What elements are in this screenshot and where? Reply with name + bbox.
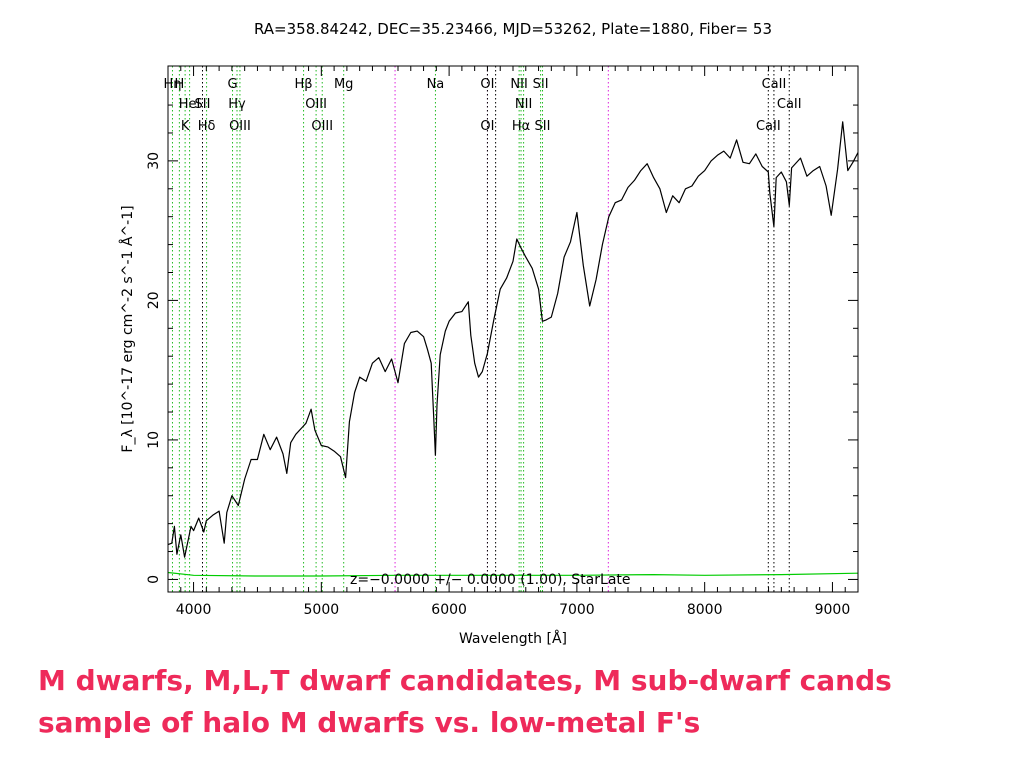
x-tick-label: 6000 — [431, 602, 467, 618]
chart-header: RA=358.84242, DEC=35.23466, MJD=53262, P… — [254, 20, 772, 38]
x-tick-label: 4000 — [176, 602, 212, 618]
error-spectrum-line — [167, 571, 859, 577]
y-axis-label: F_λ [10^-17 erg cm^-2 s^-1 Å^-1] — [119, 205, 136, 452]
emission-line-label: CaII — [762, 77, 787, 92]
emission-line-label: Hδ — [198, 119, 216, 134]
emission-line-label: H — [174, 77, 184, 92]
plot-data — [167, 121, 859, 577]
y-tick-label: 20 — [146, 291, 162, 309]
emission-line-label: Na — [427, 77, 445, 92]
emission-line-label: CaII — [756, 119, 781, 134]
emission-line-label: SII — [535, 119, 551, 134]
emission-line-label: OI — [480, 77, 494, 92]
caption-line-1: M dwarfs, M,L,T dwarf candidates, M sub-… — [38, 664, 892, 697]
x-tick-label: 7000 — [559, 602, 595, 618]
flux-spectrum-line — [167, 121, 859, 558]
x-tick-label: 5000 — [304, 602, 340, 618]
emission-line-label: Hβ — [295, 77, 313, 92]
axes-ticks: 4000 5000 6000 7000 8000 9000 0 10 20 30 — [146, 66, 858, 618]
emission-line-label: NII — [515, 97, 532, 112]
y-tick-label: 30 — [146, 152, 162, 170]
emission-line-label: CaII — [777, 97, 802, 112]
emission-line-label: NII — [510, 77, 527, 92]
fit-label: z=−0.0000 +/− 0.0000 (1.00), StarLate — [350, 572, 631, 588]
emission-line-label: HeI — [179, 97, 201, 112]
plot-frame — [167, 65, 859, 593]
emission-line-label: SII — [195, 97, 211, 112]
y-tick-label: 10 — [146, 431, 162, 449]
emission-line-label: OI — [480, 119, 494, 134]
emission-line-label: G — [227, 77, 237, 92]
emission-line-label: K — [181, 119, 190, 134]
x-tick-label: 8000 — [687, 602, 723, 618]
emission-line-label: Hα — [512, 119, 530, 134]
caption-line-2: sample of halo M dwarfs vs. low-metal F'… — [38, 706, 701, 739]
emission-line-label: SII — [533, 77, 549, 92]
emission-line-label: Hγ — [228, 97, 246, 112]
emission-line-label: Mg — [334, 77, 353, 92]
emission-line-label: OIII — [311, 119, 333, 134]
emission-line-label: OIII — [229, 119, 251, 134]
y-tick-label: 0 — [146, 575, 162, 584]
x-tick-label: 9000 — [815, 602, 851, 618]
emission-line-label: OIII — [305, 97, 327, 112]
x-axis-label: Wavelength [Å] — [459, 630, 567, 647]
